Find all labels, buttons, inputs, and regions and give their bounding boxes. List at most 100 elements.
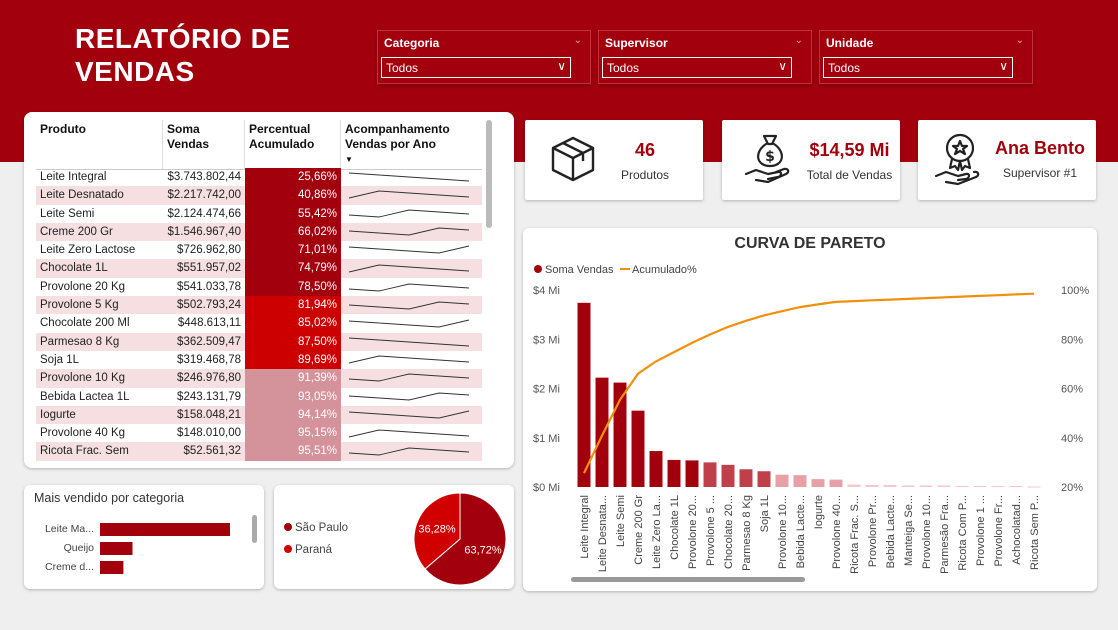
header-acompanhamento[interactable]: Acompanhamento Vendas por Ano ▼ <box>341 120 482 169</box>
cell-vendas: $52.561,32 <box>183 445 241 458</box>
table-row[interactable]: Creme 200 Gr $1.546.967,40 66,02% <box>36 222 482 242</box>
cell-percentual: 40,86% <box>245 186 341 205</box>
bar[interactable] <box>775 474 789 487</box>
cell-sparkline <box>341 369 482 387</box>
bar[interactable] <box>1009 486 1023 488</box>
bar[interactable] <box>667 459 681 487</box>
table-row[interactable]: Provolone 5 Kg $502.793,24 81,94% <box>36 296 482 315</box>
table-row[interactable]: Provolone 10 Kg $246.976,80 91,39% <box>36 369 482 388</box>
x-tick-label: Provolone 40... <box>831 495 843 569</box>
chevron-down-icon[interactable]: ⌄ <box>573 35 582 46</box>
bar[interactable] <box>595 377 609 487</box>
bar[interactable] <box>883 485 897 487</box>
category-scrollbar[interactable] <box>252 515 257 543</box>
header-produto[interactable]: Produto <box>36 120 163 169</box>
slicer-unidade[interactable]: Unidade ⌄ Todos ∨ <box>819 30 1033 84</box>
bar[interactable] <box>649 451 663 487</box>
chevron-down-icon[interactable]: ∨ <box>557 59 566 73</box>
bar[interactable] <box>811 479 825 487</box>
cell-vendas: $726.962,80 <box>177 244 241 257</box>
table-row[interactable]: Leite Zero Lactose $726.962,80 71,01% <box>36 241 482 260</box>
bar[interactable] <box>829 479 843 487</box>
legend-label[interactable]: Soma Vendas <box>545 264 614 276</box>
sparkline <box>348 209 470 218</box>
x-tick-label: Provolone 20... <box>687 495 699 569</box>
table-scrollbar[interactable] <box>486 120 492 228</box>
table-row[interactable]: Leite Semi $2.124.474,66 55,42% <box>36 204 482 223</box>
category-bar[interactable] <box>100 523 230 536</box>
bar[interactable] <box>973 486 987 488</box>
cumulative-line[interactable] <box>583 292 1035 474</box>
bar[interactable] <box>1027 486 1041 488</box>
kpi-supervisor: Ana Bento Supervisor #1 <box>918 120 1096 200</box>
bar[interactable] <box>937 485 951 487</box>
table-row[interactable]: Parmesao 8 Kg $362.509,47 87,50% <box>36 332 482 351</box>
bar[interactable] <box>721 464 735 487</box>
kpi-label: Total de Vendas <box>806 168 893 182</box>
legend-label[interactable]: Acumulado% <box>632 264 697 276</box>
bar[interactable] <box>577 302 591 487</box>
x-tick-label: Bebida Lacte... <box>885 495 897 568</box>
pie-legend-label[interactable]: São Paulo <box>295 522 348 534</box>
chevron-down-icon[interactable]: ⌄ <box>794 35 803 46</box>
slicer-categoria[interactable]: Categoria ⌄ Todos ∨ <box>377 30 591 84</box>
table-row[interactable]: Leite Integral $3.743.802,44 25,66% <box>36 168 482 187</box>
chevron-down-icon[interactable]: ∨ <box>778 59 787 73</box>
sparkline <box>348 227 470 236</box>
chevron-down-icon[interactable]: ∨ <box>999 59 1008 73</box>
cell-produto: Provolone 40 Kg <box>40 427 126 440</box>
slicer-label: Supervisor <box>605 36 668 50</box>
chart-scrollbar[interactable] <box>571 577 805 582</box>
cell-sparkline <box>341 333 482 351</box>
header-vendas[interactable]: Soma Vendas <box>163 120 245 169</box>
legend-marker <box>534 265 542 273</box>
cell-vendas: $148.010,00 <box>177 427 241 440</box>
category-bar[interactable] <box>100 561 124 574</box>
bar[interactable] <box>991 486 1005 488</box>
category-label: Creme d... <box>45 561 94 573</box>
slicer-dropdown[interactable]: Todos ∨ <box>381 57 571 78</box>
bar[interactable] <box>955 486 969 488</box>
cell-produto: Creme 200 Gr <box>40 225 113 238</box>
slicer-dropdown[interactable]: Todos ∨ <box>823 57 1013 78</box>
sort-desc-icon[interactable]: ▼ <box>345 155 353 164</box>
pie-slice[interactable] <box>424 492 507 586</box>
table-row[interactable]: Bebida Lactea 1L $243.131,79 93,05% <box>36 387 482 406</box>
y-tick-label: $3 Mi <box>533 334 560 346</box>
pie-legend-label[interactable]: Paraná <box>295 544 333 556</box>
table-row[interactable]: Iogurte $158.048,21 94,14% <box>36 405 482 425</box>
bar[interactable] <box>847 484 861 487</box>
cell-vendas: $362.509,47 <box>177 335 241 348</box>
bar[interactable] <box>901 485 915 487</box>
chevron-down-icon[interactable]: ⌄ <box>1015 35 1024 46</box>
table-row[interactable]: Provolone 40 Kg $148.010,00 95,15% <box>36 424 482 443</box>
slicer-supervisor[interactable]: Supervisor ⌄ Todos ∨ <box>598 30 812 84</box>
bar[interactable] <box>703 462 717 487</box>
bar[interactable] <box>685 460 699 487</box>
cell-sparkline <box>341 406 482 424</box>
table-row[interactable]: Ricota Frac. Sem $52.561,32 95,51% <box>36 442 482 461</box>
pie-slice[interactable] <box>413 492 461 570</box>
table-row[interactable]: Chocolate 200 Ml $448.613,11 85,02% <box>36 314 482 333</box>
cell-vendas: $3.743.802,44 <box>167 171 241 183</box>
table-row[interactable]: Leite Desnatado $2.217.742,00 40,86% <box>36 186 482 205</box>
table-row[interactable]: Soja 1L $319.468,78 89,69% <box>36 350 482 370</box>
sparkline <box>348 355 470 364</box>
x-tick-label: Iogurte <box>813 495 825 529</box>
bar[interactable] <box>865 485 879 487</box>
bar[interactable] <box>757 471 771 487</box>
bar[interactable] <box>793 475 807 487</box>
x-tick-label: Manteiga Se... <box>903 495 915 566</box>
bar[interactable] <box>919 485 933 487</box>
cell-percentual: 85,02% <box>245 314 341 333</box>
bar[interactable] <box>631 410 645 487</box>
bar[interactable] <box>739 469 753 487</box>
slicer-dropdown[interactable]: Todos ∨ <box>602 57 792 78</box>
table-row[interactable]: Provolone 20 Kg $541.033,78 78,50% <box>36 277 482 297</box>
category-bar[interactable] <box>100 542 133 555</box>
cell-produto: Soja 1L <box>40 353 80 366</box>
header-percentual[interactable]: Percentual Acumulado <box>245 120 341 169</box>
cell-produto: Chocolate 1L <box>40 262 108 275</box>
cell-produto: Leite Integral <box>40 171 107 183</box>
table-row[interactable]: Chocolate 1L $551.957,02 74,79% <box>36 259 482 278</box>
